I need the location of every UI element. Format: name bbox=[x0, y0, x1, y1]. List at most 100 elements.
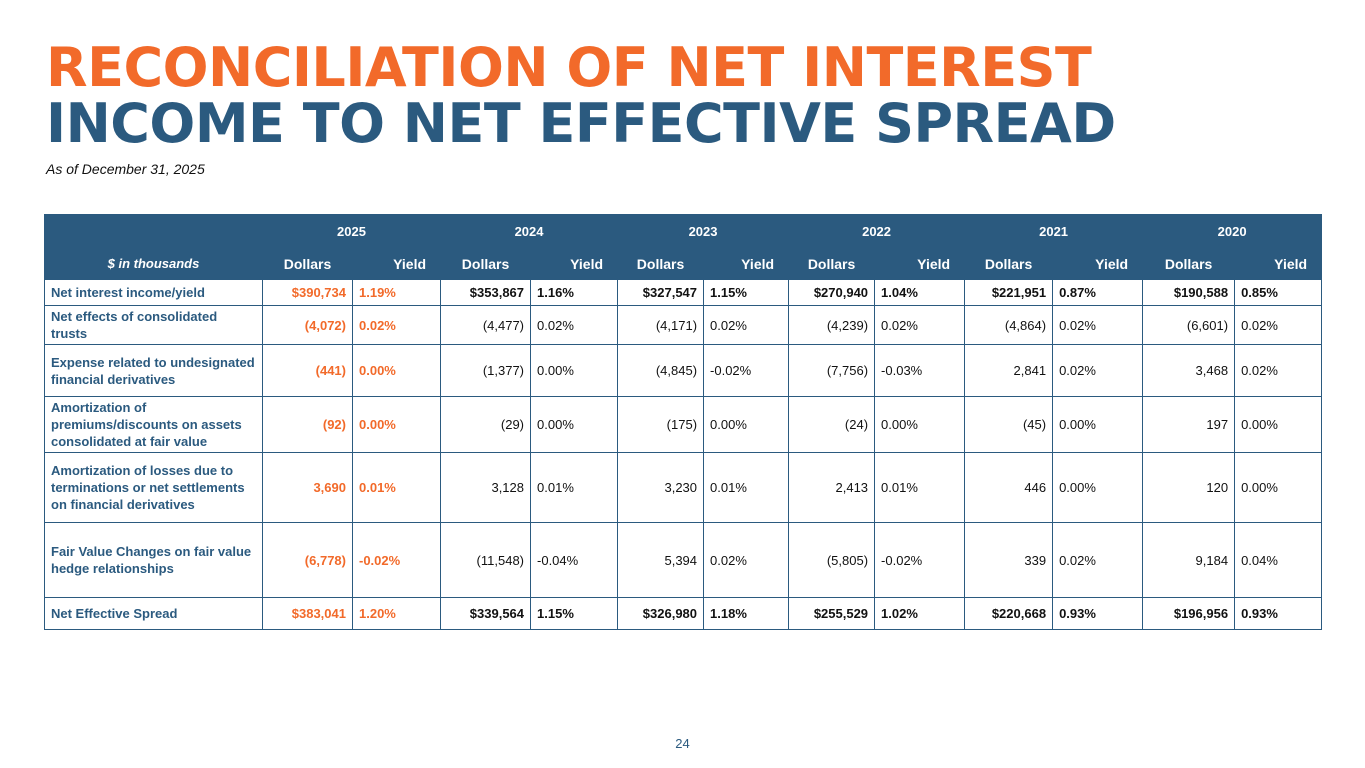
dollars-cell: $326,980 bbox=[617, 597, 705, 630]
yield-cell: -0.04% bbox=[530, 522, 619, 598]
dollars-cell: $270,940 bbox=[788, 279, 876, 306]
as-of-date: As of December 31, 2025 bbox=[46, 161, 205, 177]
yield-cell: -0.02% bbox=[703, 344, 790, 397]
yield-cell: 0.00% bbox=[874, 396, 966, 453]
yield-cell: 1.15% bbox=[530, 597, 619, 630]
table-row: Net effects of consolidated trusts (4,072… bbox=[44, 305, 1323, 345]
dollars-cell: $196,956 bbox=[1142, 597, 1236, 630]
dollars-cell: (92) bbox=[262, 396, 353, 453]
yield-cell: -0.03% bbox=[874, 344, 966, 397]
yield-cell: 0.00% bbox=[530, 344, 619, 397]
dollars-column-header: Dollars bbox=[440, 247, 532, 280]
year-header: 2024 bbox=[440, 214, 619, 248]
dollars-cell: 197 bbox=[1142, 396, 1236, 453]
yield-cell: 1.02% bbox=[874, 597, 966, 630]
yield-cell: 0.02% bbox=[351, 305, 442, 345]
dollars-cell: 2,841 bbox=[964, 344, 1054, 397]
dollars-cell: (11,548) bbox=[440, 522, 532, 598]
yield-cell: 0.87% bbox=[1052, 279, 1144, 306]
yield-column-header: Yield bbox=[703, 247, 790, 280]
yield-cell: 1.18% bbox=[703, 597, 790, 630]
dollars-cell: 3,128 bbox=[440, 452, 532, 523]
dollars-cell: (7,756) bbox=[788, 344, 876, 397]
yield-cell: 0.02% bbox=[1234, 305, 1323, 345]
year-header: 2020 bbox=[1142, 214, 1323, 248]
dollars-cell: 9,184 bbox=[1142, 522, 1236, 598]
units-label: $ in thousands bbox=[44, 247, 263, 280]
dollars-cell: (29) bbox=[440, 396, 532, 453]
table-row: Fair Value Changes on fair value hedge r… bbox=[44, 522, 1323, 598]
title-line-2: INCOME TO NET EFFECTIVE SPREAD bbox=[46, 92, 1116, 155]
year-header: 2025 bbox=[261, 214, 442, 248]
yield-cell: 1.20% bbox=[351, 597, 442, 630]
dollars-cell: (175) bbox=[617, 396, 705, 453]
dollars-column-header: Dollars bbox=[1142, 247, 1236, 280]
yield-cell: 0.00% bbox=[351, 344, 442, 397]
dollars-cell: (45) bbox=[964, 396, 1054, 453]
yield-cell: 0.02% bbox=[703, 522, 790, 598]
yield-cell: 1.16% bbox=[530, 279, 619, 306]
yield-cell: 0.02% bbox=[1234, 344, 1323, 397]
dollars-cell: 446 bbox=[964, 452, 1054, 523]
yield-cell: 0.02% bbox=[703, 305, 790, 345]
reconciliation-table: 2025 2024 2023 2022 2021 2020 $ in thous… bbox=[44, 214, 1323, 630]
dollars-column-header: Dollars bbox=[964, 247, 1054, 280]
yield-cell: 0.00% bbox=[351, 396, 442, 453]
column-header-row: $ in thousands Dollars Yield Dollars Yie… bbox=[44, 247, 1323, 280]
row-label: Amortization of premiums/discounts on as… bbox=[44, 396, 263, 453]
yield-cell: 0.00% bbox=[1234, 452, 1323, 523]
year-header: 2021 bbox=[964, 214, 1144, 248]
yield-cell: -0.02% bbox=[351, 522, 442, 598]
yield-cell: 1.19% bbox=[351, 279, 442, 306]
dollars-column-header: Dollars bbox=[617, 247, 705, 280]
dollars-cell: (1,377) bbox=[440, 344, 532, 397]
dollars-column-header: Dollars bbox=[262, 247, 353, 280]
yield-cell: 0.93% bbox=[1052, 597, 1144, 630]
yield-column-header: Yield bbox=[530, 247, 619, 280]
yield-column-header: Yield bbox=[1052, 247, 1144, 280]
dollars-cell: (4,845) bbox=[617, 344, 705, 397]
dollars-cell: 3,230 bbox=[617, 452, 705, 523]
yield-cell: 0.00% bbox=[1052, 452, 1144, 523]
year-header-row: 2025 2024 2023 2022 2021 2020 bbox=[44, 214, 1323, 248]
row-label: Net effects of consolidated trusts bbox=[44, 305, 263, 345]
yield-cell: 0.01% bbox=[874, 452, 966, 523]
row-label: Amortization of losses due to terminatio… bbox=[44, 452, 263, 523]
yield-cell: 1.15% bbox=[703, 279, 790, 306]
yield-cell: 0.02% bbox=[1052, 305, 1144, 345]
yield-cell: 0.02% bbox=[1052, 522, 1144, 598]
yield-cell: 0.85% bbox=[1234, 279, 1323, 306]
yield-cell: 0.93% bbox=[1234, 597, 1323, 630]
yield-cell: 0.01% bbox=[530, 452, 619, 523]
dollars-cell: (4,072) bbox=[262, 305, 353, 345]
yield-cell: 0.00% bbox=[703, 396, 790, 453]
yield-cell: 0.02% bbox=[530, 305, 619, 345]
row-label: Net interest income/yield bbox=[44, 279, 263, 306]
table-row: Net Effective Spread $383,041 1.20% $339,56… bbox=[44, 597, 1323, 630]
yield-column-header: Yield bbox=[351, 247, 442, 280]
dollars-cell: 3,690 bbox=[262, 452, 353, 523]
yield-cell: 1.04% bbox=[874, 279, 966, 306]
dollars-cell: $353,867 bbox=[440, 279, 532, 306]
yield-cell: 0.04% bbox=[1234, 522, 1323, 598]
dollars-cell: $327,547 bbox=[617, 279, 705, 306]
dollars-cell: (4,171) bbox=[617, 305, 705, 345]
dollars-cell: 120 bbox=[1142, 452, 1236, 523]
yield-column-header: Yield bbox=[874, 247, 966, 280]
year-header: 2022 bbox=[788, 214, 966, 248]
dollars-cell: $339,564 bbox=[440, 597, 532, 630]
yield-cell: 0.02% bbox=[1052, 344, 1144, 397]
title-line-1: RECONCILIATION OF NET INTEREST bbox=[46, 36, 1092, 99]
dollars-cell: (4,864) bbox=[964, 305, 1054, 345]
yield-column-header: Yield bbox=[1234, 247, 1323, 280]
table-row: Amortization of premiums/discounts on as… bbox=[44, 396, 1323, 453]
yield-cell: 0.01% bbox=[703, 452, 790, 523]
dollars-cell: (6,778) bbox=[262, 522, 353, 598]
dollars-cell: (6,601) bbox=[1142, 305, 1236, 345]
dollars-cell: 339 bbox=[964, 522, 1054, 598]
yield-cell: 0.02% bbox=[874, 305, 966, 345]
yield-cell: -0.02% bbox=[874, 522, 966, 598]
dollars-cell: 3,468 bbox=[1142, 344, 1236, 397]
dollars-cell: 5,394 bbox=[617, 522, 705, 598]
dollars-cell: $383,041 bbox=[262, 597, 353, 630]
